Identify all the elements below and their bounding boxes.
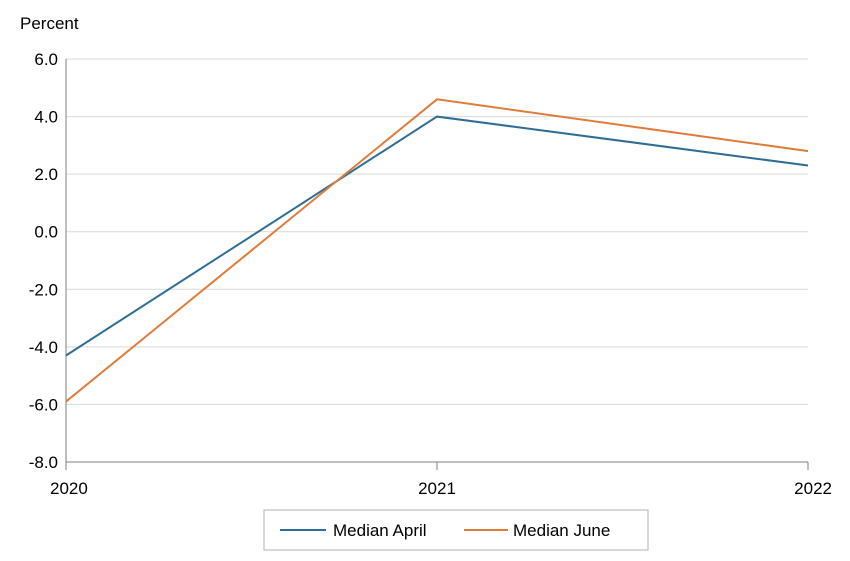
series-line-median-june [65,98,809,403]
legend-label: Median April [333,521,427,540]
x-tick-label: 2020 [50,479,88,498]
y-tick-label: -6.0 [29,395,58,414]
legend: Median April Median June [263,509,649,551]
y-tick-label: -8.0 [29,453,58,472]
legend-box [263,509,649,551]
y-axis-title: Percent [20,14,79,33]
series-line-median-april [65,115,809,357]
series-lines [65,98,809,403]
y-tick-label: -4.0 [29,338,58,357]
y-tick-label: 2.0 [34,165,58,184]
y-tick-label: 4.0 [34,108,58,127]
axes: 6.0 4.0 2.0 0.0 -2.0 -4.0 -6.0 -8.0 2020 2021 2022 [29,50,832,498]
x-tick-label: 2022 [794,479,832,498]
gridlines [66,58,808,405]
y-tick-label: 0.0 [34,223,58,242]
y-tick-label: 6.0 [34,50,58,69]
x-tick-label: 2021 [418,479,456,498]
legend-label: Median June [513,521,610,540]
y-tick-label: -2.0 [29,280,58,299]
